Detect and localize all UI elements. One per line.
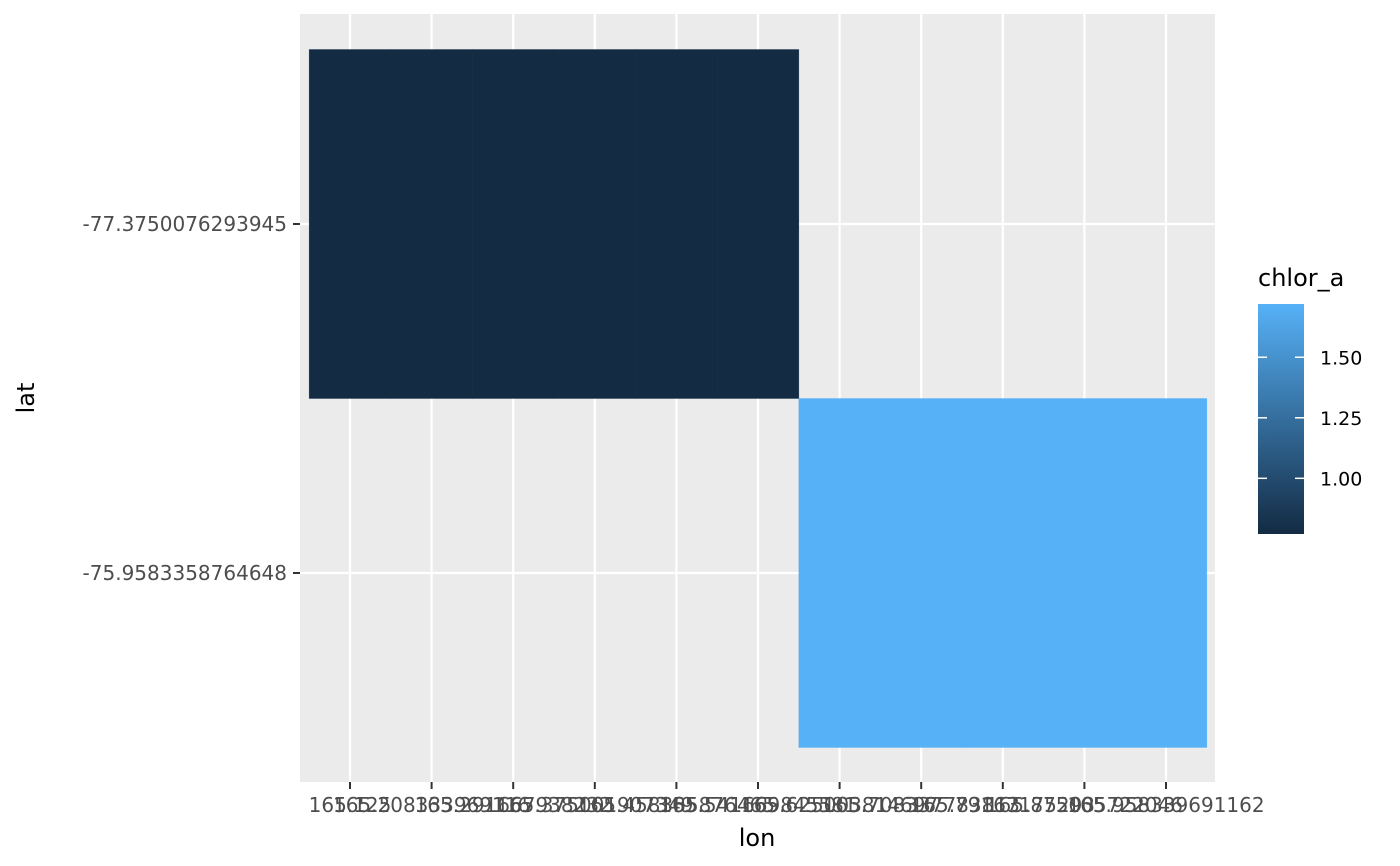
heatmap-tile [390, 49, 473, 399]
legend-ticks: 1.00 1.25 1.50 [1258, 347, 1362, 490]
heatmap-tile [308, 49, 392, 399]
heatmap-tile [961, 398, 1044, 748]
x-tick-label: 165.625003814697 [741, 793, 938, 817]
heatmap-tile [798, 398, 881, 748]
legend-title: chlor_a [1258, 264, 1344, 292]
tiles [308, 49, 1208, 748]
x-tick-label: 165.458335876465 [578, 793, 775, 817]
x-tick-label: 165.291667938232 [415, 793, 612, 817]
x-axis: 165.125165.208333969116165.2916679382321… [309, 782, 1265, 817]
heatmap-tile [1043, 398, 1126, 748]
x-tick-label: 165.79167175293 [911, 793, 1096, 817]
y-axis-title: lat [12, 383, 40, 414]
y-tick-label: -75.9583358764648 [83, 561, 287, 585]
heatmap-tile [553, 49, 636, 399]
heatmap-tile [472, 49, 555, 399]
legend: chlor_a 1.00 1.25 1.50 [1258, 264, 1362, 534]
x-tick-label: 165.958339691162 [1067, 793, 1264, 817]
y-tick-label: -77.3750076293945 [83, 212, 287, 236]
heatmap-tile [716, 49, 800, 399]
x-tick-label: 165.708337783813 [823, 793, 1020, 817]
y-axis: -77.3750076293945 -75.9583358764648 [83, 212, 300, 585]
x-axis-title: lon [739, 824, 776, 852]
legend-colorbar [1258, 304, 1304, 534]
legend-break-label: 1.25 [1320, 408, 1362, 430]
x-tick-label: 165.875005722046 [986, 793, 1183, 817]
x-tick-label: 165.125 [309, 793, 392, 817]
x-tick-label: 165.541669845581 [659, 793, 856, 817]
heatmap-tile [635, 49, 718, 399]
x-tick-label: 165.208333969116 [333, 793, 530, 817]
heatmap-tile [1124, 398, 1208, 748]
legend-break-label: 1.00 [1320, 468, 1362, 490]
heatmap-tile [880, 398, 963, 748]
legend-break-label: 1.50 [1320, 347, 1362, 369]
x-tick-label: 165.375001907349 [496, 793, 693, 817]
